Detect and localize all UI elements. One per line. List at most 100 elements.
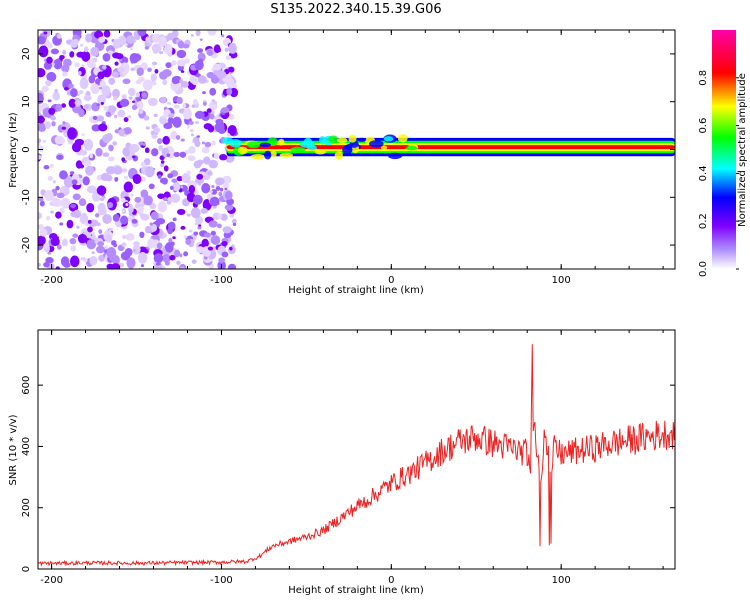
spectrogram-noise-cell — [209, 113, 215, 120]
spectrogram-noise-cell — [226, 87, 233, 96]
spectrogram-noise-cell — [90, 46, 99, 57]
spectrogram-noise-cell — [119, 98, 130, 107]
spectrogram-noise-cell — [175, 134, 181, 140]
spectrogram-signal-blob — [348, 134, 357, 143]
spectrogram-noise-cell — [180, 70, 185, 73]
spectrogram-noise-cell — [179, 151, 187, 158]
spectrogram-noise-cell — [174, 249, 181, 258]
spectrogram-noise-cell — [38, 155, 42, 160]
spectrogram-noise-cell — [68, 98, 77, 108]
spectrogram-noise-cell — [132, 174, 142, 185]
spectrogram-noise-cell — [120, 215, 129, 225]
spectrogram-noise-cell — [191, 259, 197, 264]
spectrogram-noise-cell — [62, 71, 68, 77]
spectrogram-noise-cell — [134, 196, 142, 203]
spectrogram-noise-cell — [53, 58, 63, 70]
spectrogram-noise-cell — [219, 153, 228, 161]
spectrogram-noise-cell — [164, 242, 174, 253]
spectrogram-noise-cell — [72, 193, 81, 201]
spectrogram-noise-cell — [157, 201, 168, 213]
spectrogram-noise-cell — [221, 251, 229, 258]
spectrogram-noise-cell — [60, 197, 71, 209]
spectrogram-noise-cell — [135, 92, 141, 98]
spectrogram-noise-cell — [197, 225, 202, 230]
spectrogram-noise-cell — [96, 185, 107, 196]
spectrogram-noise-cell — [72, 233, 79, 238]
snr-x-ticks: -200 -100 0 100 — [40, 330, 664, 586]
spectrogram-noise-cell — [54, 88, 58, 93]
spectrogram-noise-cell — [186, 170, 191, 175]
spectrogram-noise-cell — [210, 230, 216, 236]
spectrogram-noise-cell — [130, 67, 135, 71]
spectrogram-noise-cell — [158, 71, 168, 80]
spectrogram-noise-cell — [193, 194, 203, 205]
spectrogram-noise-cell — [130, 193, 134, 197]
spectrogram-noise-cell — [62, 49, 67, 56]
spectrogram-signal-blob — [290, 146, 306, 153]
spectrogram-y-tick-label: 20 — [21, 48, 32, 61]
spectrogram-noise-cell — [78, 108, 85, 118]
spectrogram-noise-cell — [229, 246, 233, 251]
spectrogram-noise-cell — [180, 80, 189, 88]
spectrogram-noise-cell — [122, 168, 128, 173]
spectrogram-noise-cell — [84, 46, 89, 53]
spectrogram-noise-cell — [38, 235, 46, 246]
spectrogram-noise-cell — [127, 87, 136, 97]
spectrogram-noise-cell — [207, 246, 214, 251]
colorbar: 0.0 0.2 0.4 0.6 0.8 Normalized spectral ampl… — [698, 30, 748, 277]
spectrogram-noise-cell — [98, 36, 106, 43]
spectrogram-noise-cell — [194, 60, 204, 71]
spectrogram-noise-cell — [214, 121, 225, 133]
spectrogram-noise-cell — [66, 219, 74, 229]
spectrogram-noise-cell — [80, 43, 84, 47]
spectrogram-noise-cell — [114, 176, 119, 182]
snr-y-tick-label: 0 — [21, 566, 32, 572]
spectrogram-noise-cell — [129, 143, 140, 153]
spectrogram-noise-cell — [168, 221, 176, 231]
spectrogram-noise-cell — [168, 237, 173, 244]
figure-title: S135.2022.340.15.39.G06 — [270, 2, 441, 17]
spectrogram-noise-cell — [136, 67, 144, 76]
spectrogram-noise-cell — [62, 58, 72, 67]
spectrogram-noise-cell — [81, 51, 91, 62]
spectrogram-noise-cell — [191, 77, 199, 86]
spectrogram-noise-cell — [155, 217, 166, 225]
spectrogram-noise-cell — [131, 100, 136, 104]
spectrogram-noise-cell — [221, 34, 225, 38]
spectrogram-signal-blob — [380, 145, 388, 150]
spectrogram-noise-cell — [89, 219, 99, 227]
spectrogram-noise-cell — [90, 83, 100, 94]
spectrogram-noise-cell — [228, 113, 235, 120]
spectrogram-noise-cell — [201, 182, 211, 194]
spectrogram-noise-cell — [47, 251, 51, 255]
spectrogram-noise-cell — [51, 121, 56, 127]
spectrogram-noise-cell — [173, 104, 180, 109]
spectrogram-noise-cell — [169, 254, 176, 261]
spectrogram-noise-cell — [126, 35, 136, 44]
spectrogram-noise-cell — [107, 202, 114, 209]
spectrogram-noise-cell — [69, 171, 75, 175]
snr-y-tick-label: 200 — [21, 498, 32, 517]
spectrogram-noise-cell — [227, 263, 237, 269]
spectrogram-noise-cell — [216, 223, 222, 229]
spectrogram-noise-cell — [92, 115, 98, 120]
snr-y-tick-label: 400 — [21, 437, 32, 456]
spectrogram-noise-cell — [125, 233, 135, 241]
spectrogram-noise-cell — [188, 145, 196, 154]
spectrogram-noise-cell — [94, 213, 100, 218]
spectrogram-noise-cell — [138, 108, 144, 114]
spectrogram-signal-blob — [397, 134, 408, 143]
spectrogram-noise-cell — [210, 189, 218, 195]
spectrogram-noise-cell — [79, 177, 84, 182]
spectrogram-noise-cell — [144, 147, 150, 154]
spectrogram-noise-cell — [38, 122, 47, 132]
spectrogram-noise-cell — [128, 96, 133, 100]
spectrogram-noise-cell — [132, 244, 141, 255]
spectrogram-noise-cell — [211, 99, 215, 102]
spectrogram-noise-cell — [85, 33, 93, 43]
spectrogram-noise-cell — [212, 63, 221, 71]
spectrogram-signal-blob — [388, 152, 403, 160]
spectrogram-noise-cell — [220, 107, 230, 114]
spectrogram-signal-blob — [264, 150, 272, 160]
spectrogram-noise-cell — [208, 220, 218, 228]
